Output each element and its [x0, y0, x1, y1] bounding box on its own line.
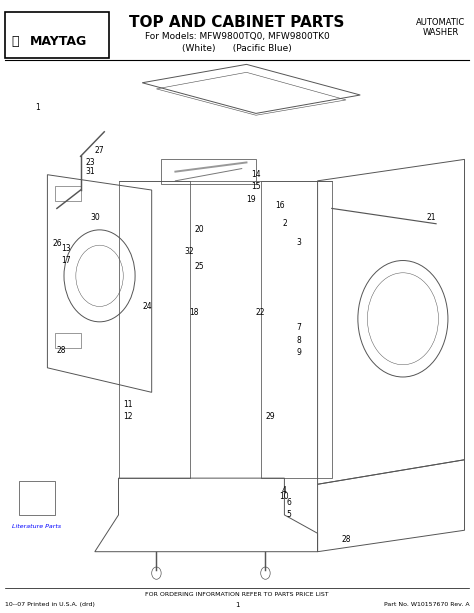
Text: 17: 17 [62, 256, 71, 265]
Text: 20: 20 [194, 226, 204, 234]
Text: 27: 27 [95, 146, 104, 154]
Bar [55, 186, 81, 201]
Text: 30: 30 [90, 213, 100, 222]
Text: 18: 18 [190, 308, 199, 317]
Text: 29: 29 [265, 413, 275, 421]
FancyBboxPatch shape [5, 12, 109, 58]
Text: 10: 10 [280, 492, 289, 501]
Text: 6: 6 [287, 498, 292, 507]
Text: WASHER: WASHER [423, 28, 459, 37]
Text: 5: 5 [287, 511, 292, 519]
Text: 31: 31 [85, 167, 95, 176]
Text: 7: 7 [296, 324, 301, 332]
Text: 22: 22 [256, 308, 265, 317]
Text: FOR ORDERING INFORMATION REFER TO PARTS PRICE LIST: FOR ORDERING INFORMATION REFER TO PARTS … [145, 592, 329, 597]
Text: 13: 13 [62, 244, 71, 253]
Text: Literature Parts: Literature Parts [12, 524, 62, 529]
Text: 16: 16 [275, 201, 284, 210]
Text: 21: 21 [427, 213, 436, 222]
Text: 8: 8 [296, 336, 301, 345]
Text: 11: 11 [123, 400, 133, 409]
Bar [55, 333, 81, 348]
Text: 12: 12 [123, 413, 133, 421]
Bar [161, 159, 256, 184]
Text: 19: 19 [246, 195, 256, 204]
Bar [19, 481, 55, 515]
Text: For Models: MFW9800TQ0, MFW9800TK0: For Models: MFW9800TQ0, MFW9800TK0 [145, 32, 329, 41]
Text: 25: 25 [194, 262, 204, 271]
Text: Ⓜ: Ⓜ [12, 35, 19, 48]
Text: TOP AND CABINET PARTS: TOP AND CABINET PARTS [129, 15, 345, 30]
Text: AUTOMATIC: AUTOMATIC [416, 18, 465, 28]
Text: MAYTAG: MAYTAG [29, 35, 87, 48]
Text: 2: 2 [282, 219, 287, 228]
Text: 14: 14 [251, 170, 261, 179]
Text: 28: 28 [57, 346, 66, 355]
Text: 32: 32 [185, 247, 194, 256]
Text: (White)      (Pacific Blue): (White) (Pacific Blue) [182, 44, 292, 53]
Text: 15: 15 [251, 183, 261, 191]
Text: 4: 4 [282, 486, 287, 495]
Text: 28: 28 [341, 535, 351, 544]
Text: 1: 1 [36, 103, 40, 112]
Text: 3: 3 [296, 238, 301, 246]
Text: 10--07 Printed in U.S.A. (drd): 10--07 Printed in U.S.A. (drd) [5, 602, 95, 607]
Text: 1: 1 [235, 602, 239, 608]
Text: 26: 26 [52, 240, 62, 248]
Text: 23: 23 [85, 158, 95, 167]
Text: 9: 9 [296, 348, 301, 357]
Text: Part No. W10157670 Rev. A: Part No. W10157670 Rev. A [383, 602, 469, 607]
Text: 24: 24 [142, 302, 152, 311]
